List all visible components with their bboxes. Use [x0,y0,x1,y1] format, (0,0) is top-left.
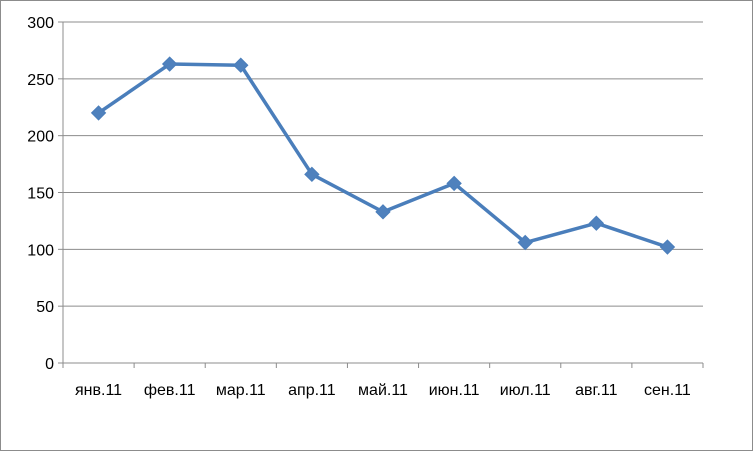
x-tick-label: сен.11 [644,382,691,399]
y-tick-labels: 0 50 100 150 200 250 300 [27,15,54,373]
x-tick-label: июн.11 [429,382,480,399]
y-tick-label: 300 [27,15,54,32]
y-tick-label: 100 [27,242,54,259]
data-point-marker [588,215,605,231]
x-tick-label: май.11 [358,382,408,399]
x-tick-label: апр.11 [288,382,336,399]
axes [58,21,704,368]
series-line [97,62,669,249]
y-tick-label: 250 [27,72,54,89]
data-point-marker [233,57,249,73]
series-group [90,56,676,255]
y-tick-label: 150 [27,186,54,203]
data-point-marker [304,166,320,183]
data-point-marker [161,56,178,72]
data-point-marker [659,239,676,255]
data-point-marker [90,105,107,121]
x-tick-label: янв.11 [75,382,122,399]
data-point-marker [446,175,462,192]
x-tick-label: мар.11 [216,382,266,399]
y-tick-label: 50 [36,299,54,316]
data-point-marker [517,234,533,251]
gridlines [63,21,703,307]
x-tick-label: июл.11 [500,382,551,399]
x-tick-label: фев.11 [144,382,196,399]
x-tick-labels: янв.11 фев.11 мар.11 апр.11 май.11 июн.11 июл.… [75,382,691,399]
y-tick-label: 200 [27,129,54,146]
x-tick-label: авг.11 [575,382,617,399]
y-tick-label: 0 [45,356,54,373]
data-point-marker [375,204,391,220]
